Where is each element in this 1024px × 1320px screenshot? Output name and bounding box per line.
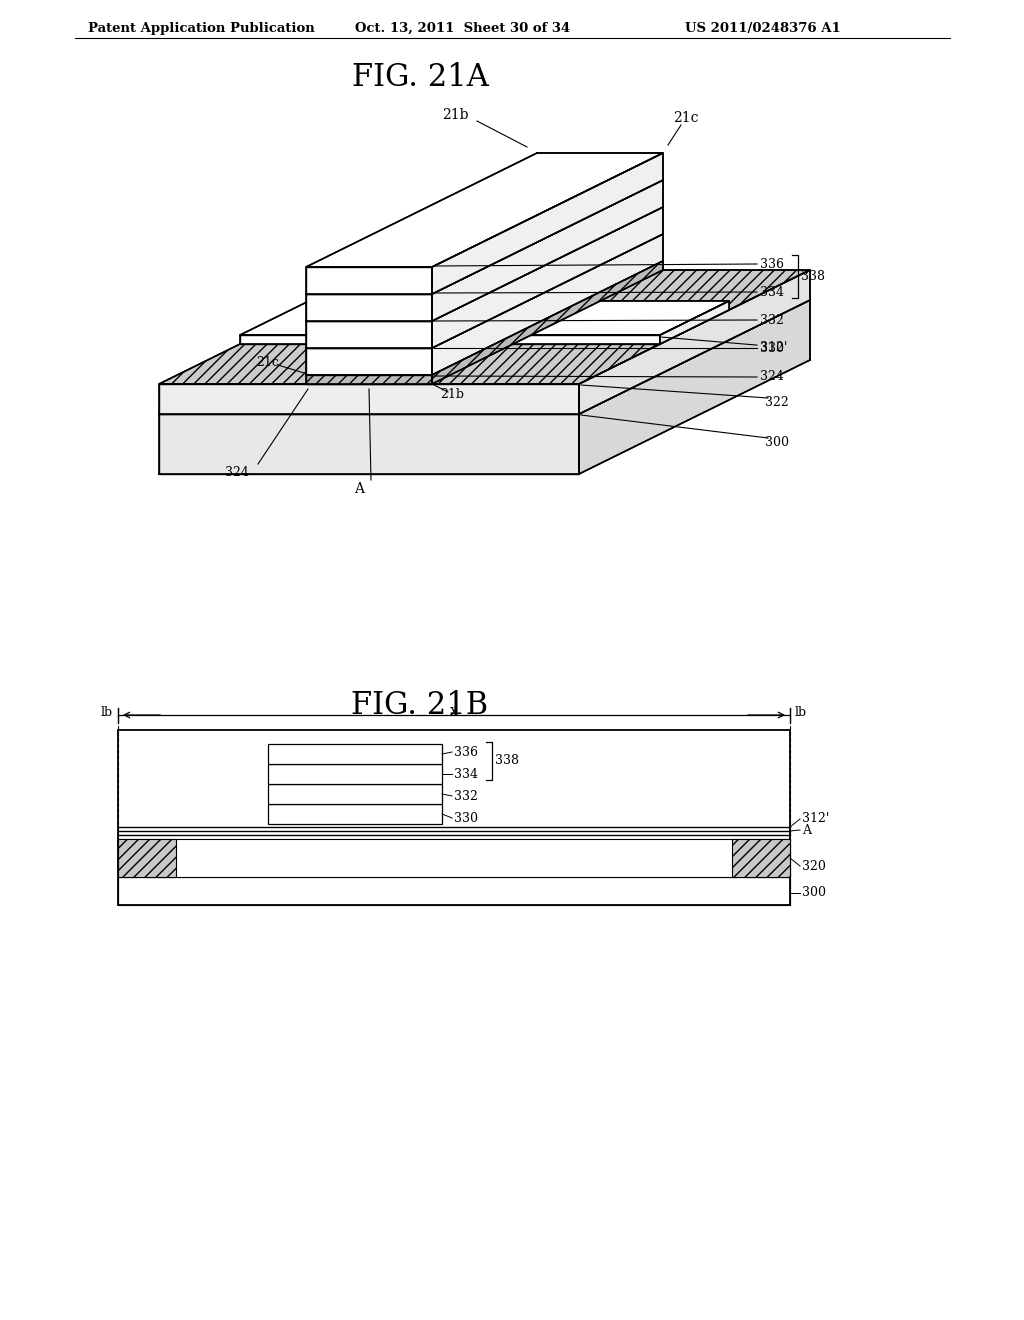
Polygon shape bbox=[240, 335, 659, 345]
Text: 336: 336 bbox=[760, 257, 784, 271]
Text: 324: 324 bbox=[760, 371, 784, 384]
Text: 332: 332 bbox=[454, 789, 478, 803]
Text: 21c: 21c bbox=[256, 356, 279, 370]
Polygon shape bbox=[159, 384, 579, 414]
Bar bbox=[268, 744, 442, 764]
Text: Patent Application Publication: Patent Application Publication bbox=[88, 22, 314, 36]
Polygon shape bbox=[432, 261, 663, 384]
Text: 322: 322 bbox=[765, 396, 788, 408]
Polygon shape bbox=[159, 300, 810, 414]
Polygon shape bbox=[240, 301, 729, 335]
Polygon shape bbox=[306, 153, 663, 267]
Text: 300: 300 bbox=[802, 887, 826, 899]
Polygon shape bbox=[306, 234, 663, 348]
Polygon shape bbox=[306, 294, 432, 321]
Text: 338: 338 bbox=[495, 755, 519, 767]
Text: 21b: 21b bbox=[440, 388, 464, 400]
Text: 330: 330 bbox=[454, 812, 478, 825]
Text: FIG. 21A: FIG. 21A bbox=[351, 62, 488, 92]
Polygon shape bbox=[159, 271, 810, 384]
Polygon shape bbox=[306, 267, 432, 294]
Text: A: A bbox=[354, 482, 364, 496]
Text: 312': 312' bbox=[802, 813, 829, 825]
Text: x: x bbox=[451, 704, 458, 718]
Polygon shape bbox=[306, 180, 663, 294]
Text: 338: 338 bbox=[801, 271, 825, 282]
Text: lb: lb bbox=[795, 706, 807, 719]
Polygon shape bbox=[432, 207, 663, 348]
Text: 324: 324 bbox=[225, 466, 249, 479]
Bar bbox=[118, 840, 790, 876]
Polygon shape bbox=[159, 414, 579, 474]
Text: 336: 336 bbox=[454, 746, 478, 759]
Polygon shape bbox=[306, 348, 432, 375]
Text: 320: 320 bbox=[802, 859, 826, 873]
Bar bbox=[118, 876, 790, 906]
Text: 334: 334 bbox=[760, 285, 784, 298]
Polygon shape bbox=[579, 300, 810, 474]
Text: 332: 332 bbox=[760, 314, 784, 326]
Bar bbox=[118, 730, 790, 906]
Text: 334: 334 bbox=[454, 767, 478, 780]
Text: A: A bbox=[802, 824, 811, 837]
Polygon shape bbox=[306, 321, 432, 348]
Text: US 2011/0248376 A1: US 2011/0248376 A1 bbox=[685, 22, 841, 36]
Text: lb: lb bbox=[101, 706, 113, 719]
Bar bbox=[268, 784, 442, 804]
Polygon shape bbox=[432, 180, 663, 321]
Text: 312': 312' bbox=[760, 341, 787, 354]
Bar bbox=[268, 804, 442, 824]
Polygon shape bbox=[432, 153, 663, 294]
Bar bbox=[732, 840, 790, 876]
Text: 21c: 21c bbox=[673, 111, 698, 125]
Polygon shape bbox=[659, 301, 729, 345]
Polygon shape bbox=[579, 271, 810, 414]
Polygon shape bbox=[306, 375, 432, 384]
Text: Oct. 13, 2011  Sheet 30 of 34: Oct. 13, 2011 Sheet 30 of 34 bbox=[355, 22, 570, 36]
Polygon shape bbox=[432, 234, 663, 375]
Text: 21b: 21b bbox=[442, 108, 469, 121]
Text: FIG. 21B: FIG. 21B bbox=[351, 690, 488, 721]
Text: 300: 300 bbox=[765, 436, 790, 449]
Bar bbox=[268, 764, 442, 784]
Text: 330: 330 bbox=[760, 342, 784, 355]
Polygon shape bbox=[306, 207, 663, 321]
Bar bbox=[118, 840, 176, 876]
